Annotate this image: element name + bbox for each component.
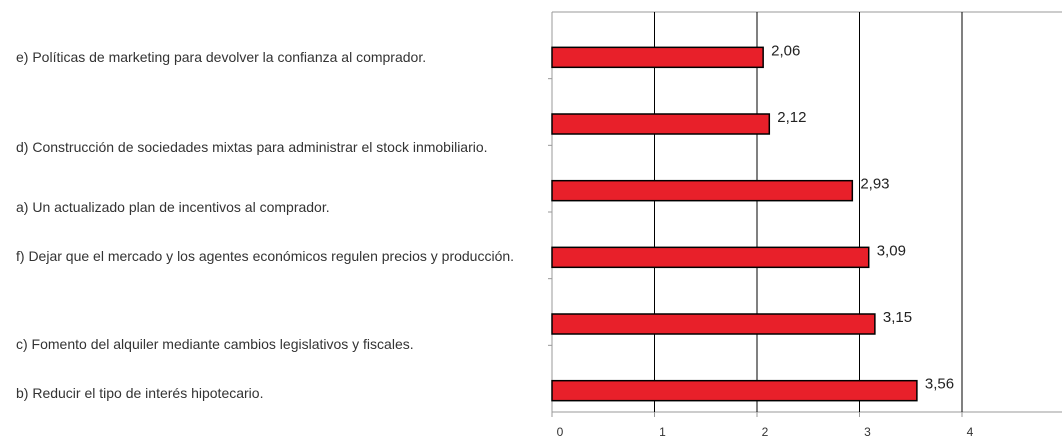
category-label: c) Fomento del alquiler mediante cambios… [16,336,414,352]
category-label: e) Políticas de marketing para devolver … [16,49,427,65]
bar [551,179,854,202]
value-label: 2,12 [777,109,806,126]
bar [551,379,918,402]
x-tick-label: 3 [864,425,871,439]
bar [551,246,870,269]
value-label: 3,56 [925,376,954,393]
value-label: 2,06 [771,42,800,59]
bar [551,313,876,335]
bar [551,46,764,69]
x-tick-label: 2 [762,425,769,439]
category-label: f) Dejar que el mercado y los agentes ec… [16,248,515,264]
category-label: a) Un actualizado plan de incentivos al … [16,199,330,215]
x-tick-label: 0 [557,425,564,439]
value-label: 2,93 [860,176,889,193]
category-label: b) Reducir el tipo de interés hipotecari… [16,385,264,401]
x-tick-label: 1 [659,425,666,439]
value-label: 3,15 [883,309,912,326]
bar [551,113,771,135]
category-label: d) Construcción de sociedades mixtas par… [16,139,488,155]
value-label: 3,09 [877,242,906,259]
x-tick-label: 4 [967,425,974,439]
